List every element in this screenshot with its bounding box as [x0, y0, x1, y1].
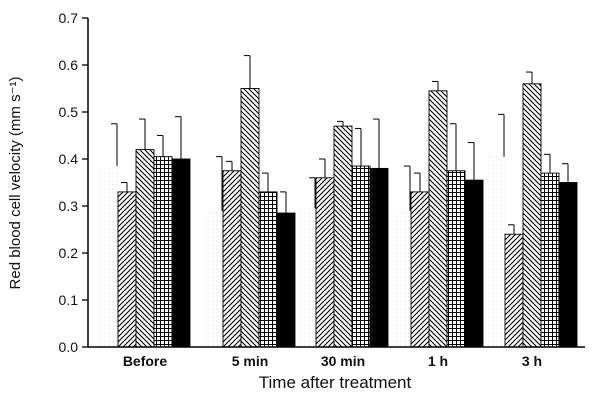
x-tick-label: 1 h — [428, 353, 448, 369]
bar — [117, 191, 137, 348]
bar — [333, 125, 353, 348]
y-axis-title: Red blood cell velocity (mm s⁻¹) — [7, 77, 24, 290]
y-tick-label: 0.7 — [59, 10, 79, 26]
bar — [135, 149, 155, 348]
bar — [464, 179, 484, 348]
x-axis-tick-labels: Before 5 min 30 min 1 h 3 h — [123, 353, 542, 369]
bar — [298, 208, 316, 347]
x-tick-label: 3 h — [522, 353, 542, 369]
bar — [428, 90, 448, 348]
y-tick-label: 0.2 — [59, 245, 79, 261]
bar — [171, 158, 191, 348]
bar — [153, 156, 173, 348]
bar — [315, 177, 335, 348]
y-axis-ticks: 0.0 0.1 0.2 0.3 0.4 0.5 0.6 0.7 — [59, 10, 88, 355]
bar — [258, 191, 278, 348]
y-tick-label: 0.4 — [59, 151, 79, 167]
x-axis-title: Time after treatment — [259, 373, 412, 392]
bar — [240, 88, 260, 348]
bar — [276, 212, 296, 348]
y-tick-label: 0.1 — [59, 292, 79, 308]
bar — [522, 83, 542, 348]
bars-group — [100, 83, 578, 348]
bar — [446, 170, 466, 348]
bar — [558, 182, 578, 348]
x-tick-label: 5 min — [232, 353, 269, 369]
bar — [205, 210, 223, 347]
bar — [504, 233, 524, 348]
bar — [487, 156, 505, 347]
y-tick-label: 0.3 — [59, 198, 79, 214]
x-tick-label: 30 min — [321, 353, 365, 369]
bar — [540, 172, 560, 348]
bar — [222, 170, 242, 348]
x-tick-label: Before — [123, 353, 168, 369]
bar — [410, 191, 430, 348]
bar — [393, 210, 411, 347]
bar — [100, 166, 118, 347]
error-bars-group — [111, 55, 569, 235]
y-tick-label: 0.6 — [59, 57, 79, 73]
bar — [351, 165, 371, 348]
bar — [369, 167, 389, 348]
y-tick-label: 0.0 — [59, 339, 79, 355]
y-tick-label: 0.5 — [59, 104, 79, 120]
